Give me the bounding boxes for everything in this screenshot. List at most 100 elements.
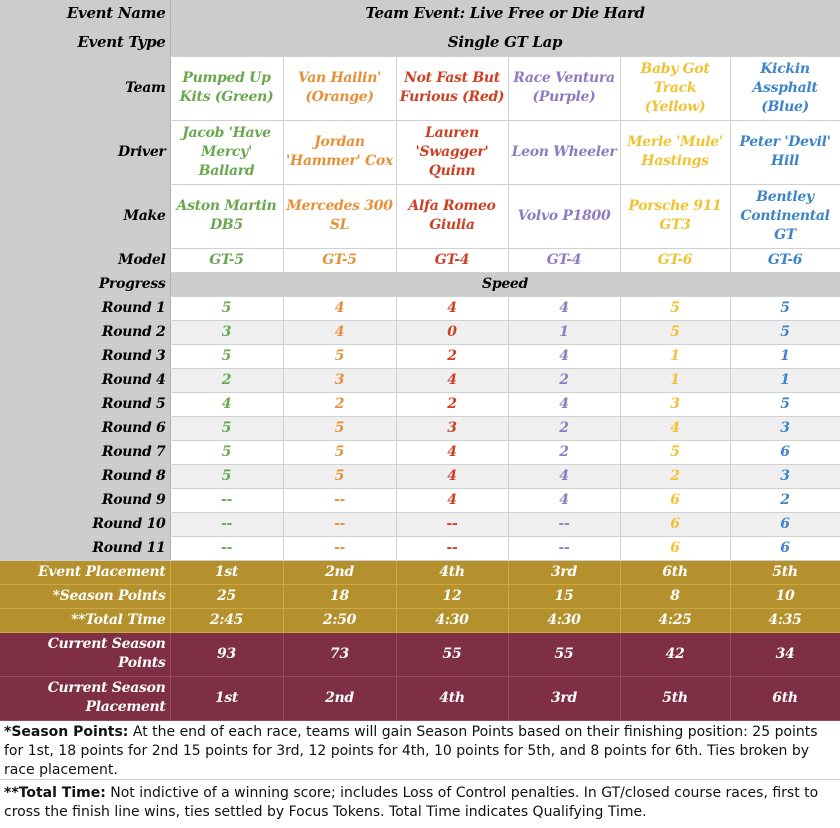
result-cell: 25 bbox=[170, 584, 284, 609]
round-speed-cell: 2 bbox=[508, 440, 621, 465]
event-type-label: Event Type bbox=[0, 28, 171, 57]
round-speed-cell: 1 bbox=[730, 344, 840, 369]
make-cell: Porsche 911 GT3 bbox=[620, 184, 731, 249]
team-cell: Van Hailin' (Orange) bbox=[283, 56, 397, 121]
season-points-note-title: *Season Points: bbox=[4, 723, 129, 740]
season-cell: 3rd bbox=[508, 676, 621, 721]
round-speed-cell: 5 bbox=[170, 296, 284, 321]
round-speed-cell: -- bbox=[396, 512, 509, 537]
season-cell: 42 bbox=[620, 632, 731, 677]
round-speed-cell: 4 bbox=[508, 344, 621, 369]
round-speed-cell: 4 bbox=[170, 392, 284, 417]
round-label: Round 8 bbox=[0, 464, 171, 489]
season-cell: 2nd bbox=[283, 676, 397, 721]
result-cell: 6th bbox=[620, 560, 731, 585]
round-speed-cell: 6 bbox=[620, 488, 731, 513]
team-row: Team Pumped Up Kits (Green) Van Hailin' (O… bbox=[0, 56, 840, 121]
round-speed-cell: 4 bbox=[396, 488, 509, 513]
season-label: Current Season Points bbox=[0, 632, 171, 677]
season-cell: 5th bbox=[620, 676, 731, 721]
round-label: Round 5 bbox=[0, 392, 171, 417]
driver-cell: Leon Wheeler bbox=[508, 120, 621, 185]
result-label: *Season Points bbox=[0, 584, 171, 609]
round-speed-cell: 2 bbox=[620, 464, 731, 489]
round-speed-cell: -- bbox=[508, 512, 621, 537]
event-results-table: Event Name Team Event: Live Free or Die … bbox=[0, 0, 840, 721]
round-speed-cell: 4 bbox=[508, 464, 621, 489]
round-label: Round 3 bbox=[0, 344, 171, 369]
total-time-note-text: Not indictive of a winning score; includ… bbox=[4, 784, 819, 820]
round-speed-cell: 5 bbox=[730, 320, 840, 345]
round-speed-cell: 3 bbox=[170, 320, 284, 345]
result-cell: 15 bbox=[508, 584, 621, 609]
round-speed-cell: 5 bbox=[170, 344, 284, 369]
season-cell: 73 bbox=[283, 632, 397, 677]
round-speed-cell: 5 bbox=[620, 320, 731, 345]
season-points-note: *Season Points: At the end of each race,… bbox=[0, 721, 840, 780]
result-cell: 4th bbox=[396, 560, 509, 585]
result-cell: 4:25 bbox=[620, 608, 731, 633]
event-name-label: Event Name bbox=[0, 0, 171, 29]
round-speed-cell: 5 bbox=[283, 440, 397, 465]
round-speed-cell: 4 bbox=[396, 464, 509, 489]
result-cell: 8 bbox=[620, 584, 731, 609]
model-cell: GT-5 bbox=[283, 248, 397, 273]
round-speed-cell: -- bbox=[170, 536, 284, 561]
season-points-note-text: At the end of each race, teams will gain… bbox=[4, 723, 818, 778]
round-label: Round 2 bbox=[0, 320, 171, 345]
event-type-row: Event Type Single GT Lap bbox=[0, 28, 840, 57]
make-row: Make Aston Martin DB5 Mercedes 300 SL Alfa … bbox=[0, 184, 840, 249]
result-label: **Total Time bbox=[0, 608, 171, 633]
round-speed-cell: 5 bbox=[283, 464, 397, 489]
result-row: **Total Time 2:45 2:50 4:30 4:30 4:25 4:35 bbox=[0, 608, 840, 633]
model-cell: GT-6 bbox=[730, 248, 840, 273]
make-cell: Mercedes 300 SL bbox=[283, 184, 397, 249]
round-speed-cell: 5 bbox=[730, 392, 840, 417]
round-speed-cell: -- bbox=[396, 536, 509, 561]
round-speed-cell: 5 bbox=[620, 440, 731, 465]
round-label: Round 4 bbox=[0, 368, 171, 393]
round-speed-cell: 6 bbox=[620, 536, 731, 561]
season-cell: 55 bbox=[508, 632, 621, 677]
season-cell: 34 bbox=[730, 632, 840, 677]
progress-label: Progress bbox=[0, 272, 171, 297]
round-speed-cell: 4 bbox=[508, 488, 621, 513]
result-cell: 2nd bbox=[283, 560, 397, 585]
round-speed-cell: 5 bbox=[170, 440, 284, 465]
round-speed-cell: 6 bbox=[620, 512, 731, 537]
model-row: Model GT-5 GT-5 GT-4 GT-4 GT-6 GT-6 bbox=[0, 248, 840, 273]
round-speed-cell: 5 bbox=[620, 296, 731, 321]
round-speed-cell: 5 bbox=[283, 344, 397, 369]
result-label: Event Placement bbox=[0, 560, 171, 585]
round-speed-cell: -- bbox=[283, 488, 397, 513]
round-speed-cell: -- bbox=[283, 536, 397, 561]
round-speed-cell: 3 bbox=[283, 368, 397, 393]
result-cell: 4:35 bbox=[730, 608, 840, 633]
result-cell: 2:45 bbox=[170, 608, 284, 633]
round-speed-cell: -- bbox=[283, 512, 397, 537]
round-row: Round 10 -- -- -- -- 6 6 bbox=[0, 512, 840, 537]
result-cell: 1st bbox=[170, 560, 284, 585]
round-speed-cell: 1 bbox=[508, 320, 621, 345]
round-speed-cell: 2 bbox=[508, 416, 621, 441]
result-cell: 4:30 bbox=[396, 608, 509, 633]
model-cell: GT-5 bbox=[170, 248, 284, 273]
event-name-row: Event Name Team Event: Live Free or Die … bbox=[0, 0, 840, 29]
season-cell: 6th bbox=[730, 676, 840, 721]
make-cell: Alfa Romeo Giulia bbox=[396, 184, 509, 249]
round-speed-cell: 4 bbox=[396, 368, 509, 393]
round-row: Round 9 -- -- 4 4 6 2 bbox=[0, 488, 840, 513]
make-cell: Bentley Continental GT bbox=[730, 184, 840, 249]
make-label: Make bbox=[0, 184, 171, 249]
total-time-note-title: **Total Time: bbox=[4, 784, 106, 801]
model-cell: GT-4 bbox=[396, 248, 509, 273]
round-label: Round 6 bbox=[0, 416, 171, 441]
team-cell: Not Fast But Furious (Red) bbox=[396, 56, 509, 121]
round-speed-cell: 0 bbox=[396, 320, 509, 345]
team-cell: Pumped Up Kits (Green) bbox=[170, 56, 284, 121]
make-cell: Volvo P1800 bbox=[508, 184, 621, 249]
